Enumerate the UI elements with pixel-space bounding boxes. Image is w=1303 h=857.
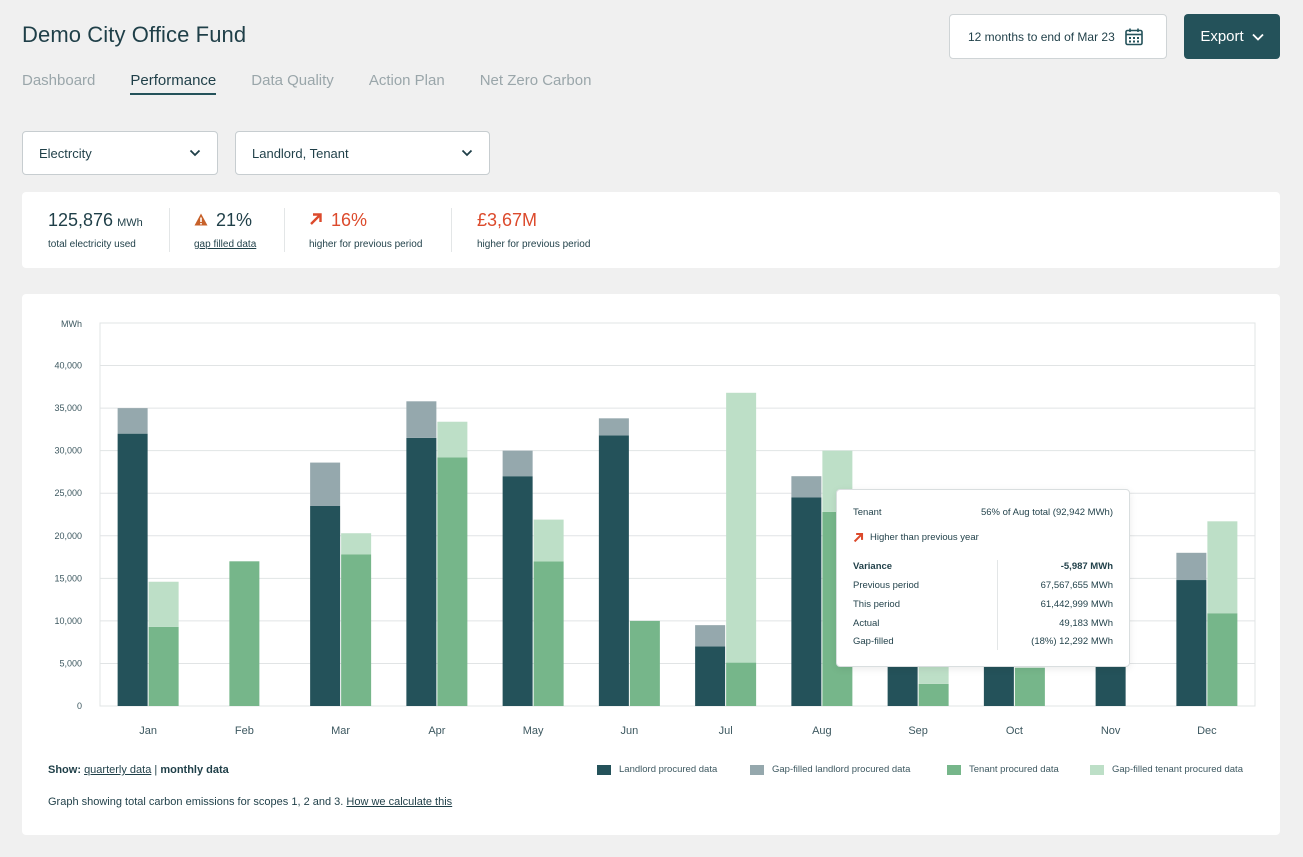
summary-stats: 125,876 MWh total electricity used 21% ga… — [22, 192, 1280, 268]
legend-swatch — [750, 764, 764, 775]
stat-total-value: 125,876 — [48, 210, 114, 230]
page-title: Demo City Office Fund — [22, 22, 247, 47]
chevron-down-icon — [1252, 33, 1264, 41]
ownership-select-value: Landlord, Tenant — [252, 145, 349, 161]
date-range-picker[interactable]: 12 months to end of Mar 23 — [949, 14, 1167, 59]
tooltip-trend-text: Higher than previous year — [870, 532, 979, 543]
stat-change-label: higher for previous period — [309, 239, 423, 250]
legend-label: Gap-filled landlord procured data — [772, 764, 911, 775]
chevron-down-icon — [461, 149, 473, 157]
legend-label: Gap-filled tenant procured data — [1112, 764, 1243, 775]
separator: | — [154, 764, 158, 776]
arrow-up-right-icon — [853, 532, 864, 543]
tooltip-row-label: This period — [853, 599, 900, 610]
date-range-label: 12 months to end of Mar 23 — [968, 29, 1115, 44]
legend-item: Gap-filled tenant procured data — [1090, 764, 1243, 775]
tab-dashboard[interactable]: Dashboard — [22, 72, 96, 89]
tooltip-row-label: Previous period — [853, 580, 920, 591]
legend-swatch — [597, 764, 611, 775]
chart-tooltip: Tenant 56% of Aug total (92,942 MWh) Hig… — [836, 489, 1130, 667]
stat-change: 16% higher for previous period — [309, 210, 422, 250]
warning-icon — [194, 213, 208, 226]
main-tabs: Dashboard Performance Data Quality Actio… — [22, 72, 626, 95]
tab-data-quality[interactable]: Data Quality — [251, 72, 334, 89]
tab-action-plan[interactable]: Action Plan — [368, 72, 445, 89]
legend-label: Landlord procured data — [619, 764, 718, 775]
chevron-down-icon — [189, 149, 201, 157]
stat-gap: 21% gap filled data — [194, 210, 256, 250]
tooltip-row-value: 67,567,655 MWh — [1040, 580, 1113, 591]
monthly-data-label: monthly data — [160, 764, 229, 776]
granularity-toggle: Show: quarterly data | monthly data — [48, 764, 229, 776]
footnote-text: Graph showing total carbon emissions for… — [48, 796, 344, 808]
legend-item: Tenant procured data — [947, 764, 1059, 775]
tooltip-row-label: Gap-filled — [853, 636, 894, 647]
calendar-icon — [1125, 28, 1143, 46]
fuel-select-value: Electrcity — [39, 145, 92, 161]
tooltip-row-value: (18%) 12,292 MWh — [1031, 636, 1113, 647]
tooltip-row-label: Variance — [853, 561, 893, 572]
stat-total-unit: MWh — [117, 217, 143, 229]
how-we-calculate-link[interactable]: How we calculate this — [346, 796, 453, 808]
legend-item: Gap-filled landlord procured data — [750, 764, 910, 775]
quarterly-data-link[interactable]: quarterly data — [84, 764, 152, 776]
tooltip-tenant-label: Tenant — [853, 507, 882, 518]
stat-cost-value: £3,67M — [477, 210, 538, 230]
stat-total: 125,876 MWh total electricity used — [48, 210, 143, 250]
tooltip-row-value: 49,183 MWh — [1059, 618, 1113, 629]
arrow-up-right-icon — [310, 213, 322, 225]
chart-footnote: Graph showing total carbon emissions for… — [48, 796, 452, 808]
tooltip-row-label: Actual — [853, 618, 880, 629]
tab-performance[interactable]: Performance — [130, 72, 217, 95]
export-label: Export — [1200, 28, 1244, 45]
tooltip-row-value: -5,987 MWh — [1060, 561, 1113, 572]
tooltip-row-value: 61,442,999 MWh — [1040, 599, 1113, 610]
stat-cost: £3,67M higher for previous period — [477, 210, 590, 250]
tab-net-zero-carbon[interactable]: Net Zero Carbon — [479, 72, 592, 89]
stat-cost-label: higher for previous period — [477, 239, 591, 250]
ownership-select[interactable]: Landlord, Tenant — [235, 131, 490, 175]
legend-swatch — [1090, 764, 1104, 775]
stat-gap-link[interactable]: gap filled data — [194, 239, 257, 250]
stat-gap-value: 21% — [216, 210, 253, 230]
fuel-select[interactable]: Electrcity — [22, 131, 218, 175]
tooltip-tenant-value: 56% of Aug total (92,942 MWh) — [980, 507, 1113, 518]
legend-item: Landlord procured data — [597, 764, 717, 775]
export-button[interactable]: Export — [1184, 14, 1280, 59]
legend-label: Tenant procured data — [969, 764, 1059, 775]
stat-change-value: 16% — [331, 210, 368, 230]
legend-swatch — [947, 764, 961, 775]
stat-total-label: total electricity used — [48, 239, 136, 250]
show-label: Show: — [48, 764, 81, 776]
